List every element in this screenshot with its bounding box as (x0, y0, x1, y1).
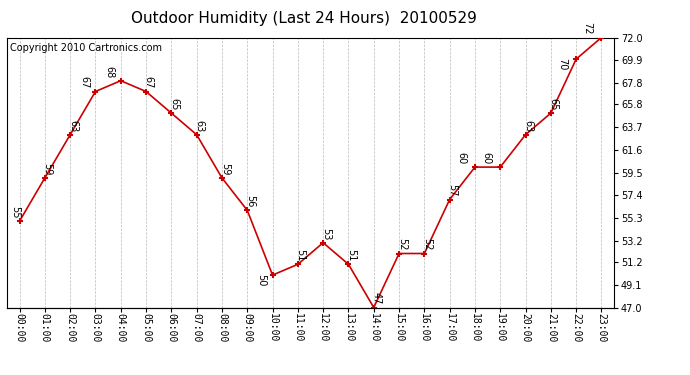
Text: 59: 59 (219, 163, 230, 175)
Text: 63: 63 (68, 120, 78, 132)
Text: 63: 63 (195, 120, 204, 132)
Text: 65: 65 (549, 98, 559, 110)
Text: 53: 53 (321, 228, 331, 240)
Text: 60: 60 (456, 152, 466, 164)
Text: 51: 51 (346, 249, 356, 261)
Text: Copyright 2010 Cartronics.com: Copyright 2010 Cartronics.com (10, 43, 162, 53)
Text: 52: 52 (397, 238, 407, 251)
Text: 57: 57 (447, 184, 457, 197)
Text: 63: 63 (523, 120, 533, 132)
Text: 50: 50 (257, 274, 266, 286)
Text: 52: 52 (422, 238, 432, 251)
Text: 59: 59 (43, 163, 52, 175)
Text: 67: 67 (79, 76, 89, 89)
Text: 51: 51 (295, 249, 306, 261)
Text: 56: 56 (245, 195, 255, 207)
Text: Outdoor Humidity (Last 24 Hours)  20100529: Outdoor Humidity (Last 24 Hours) 2010052… (130, 11, 477, 26)
Text: 68: 68 (105, 66, 115, 78)
Text: 70: 70 (558, 58, 567, 70)
Text: 65: 65 (169, 98, 179, 110)
Text: 47: 47 (371, 292, 382, 305)
Text: 67: 67 (144, 76, 154, 89)
Text: 55: 55 (10, 206, 21, 218)
Text: 60: 60 (482, 152, 491, 164)
Text: 72: 72 (582, 22, 593, 35)
